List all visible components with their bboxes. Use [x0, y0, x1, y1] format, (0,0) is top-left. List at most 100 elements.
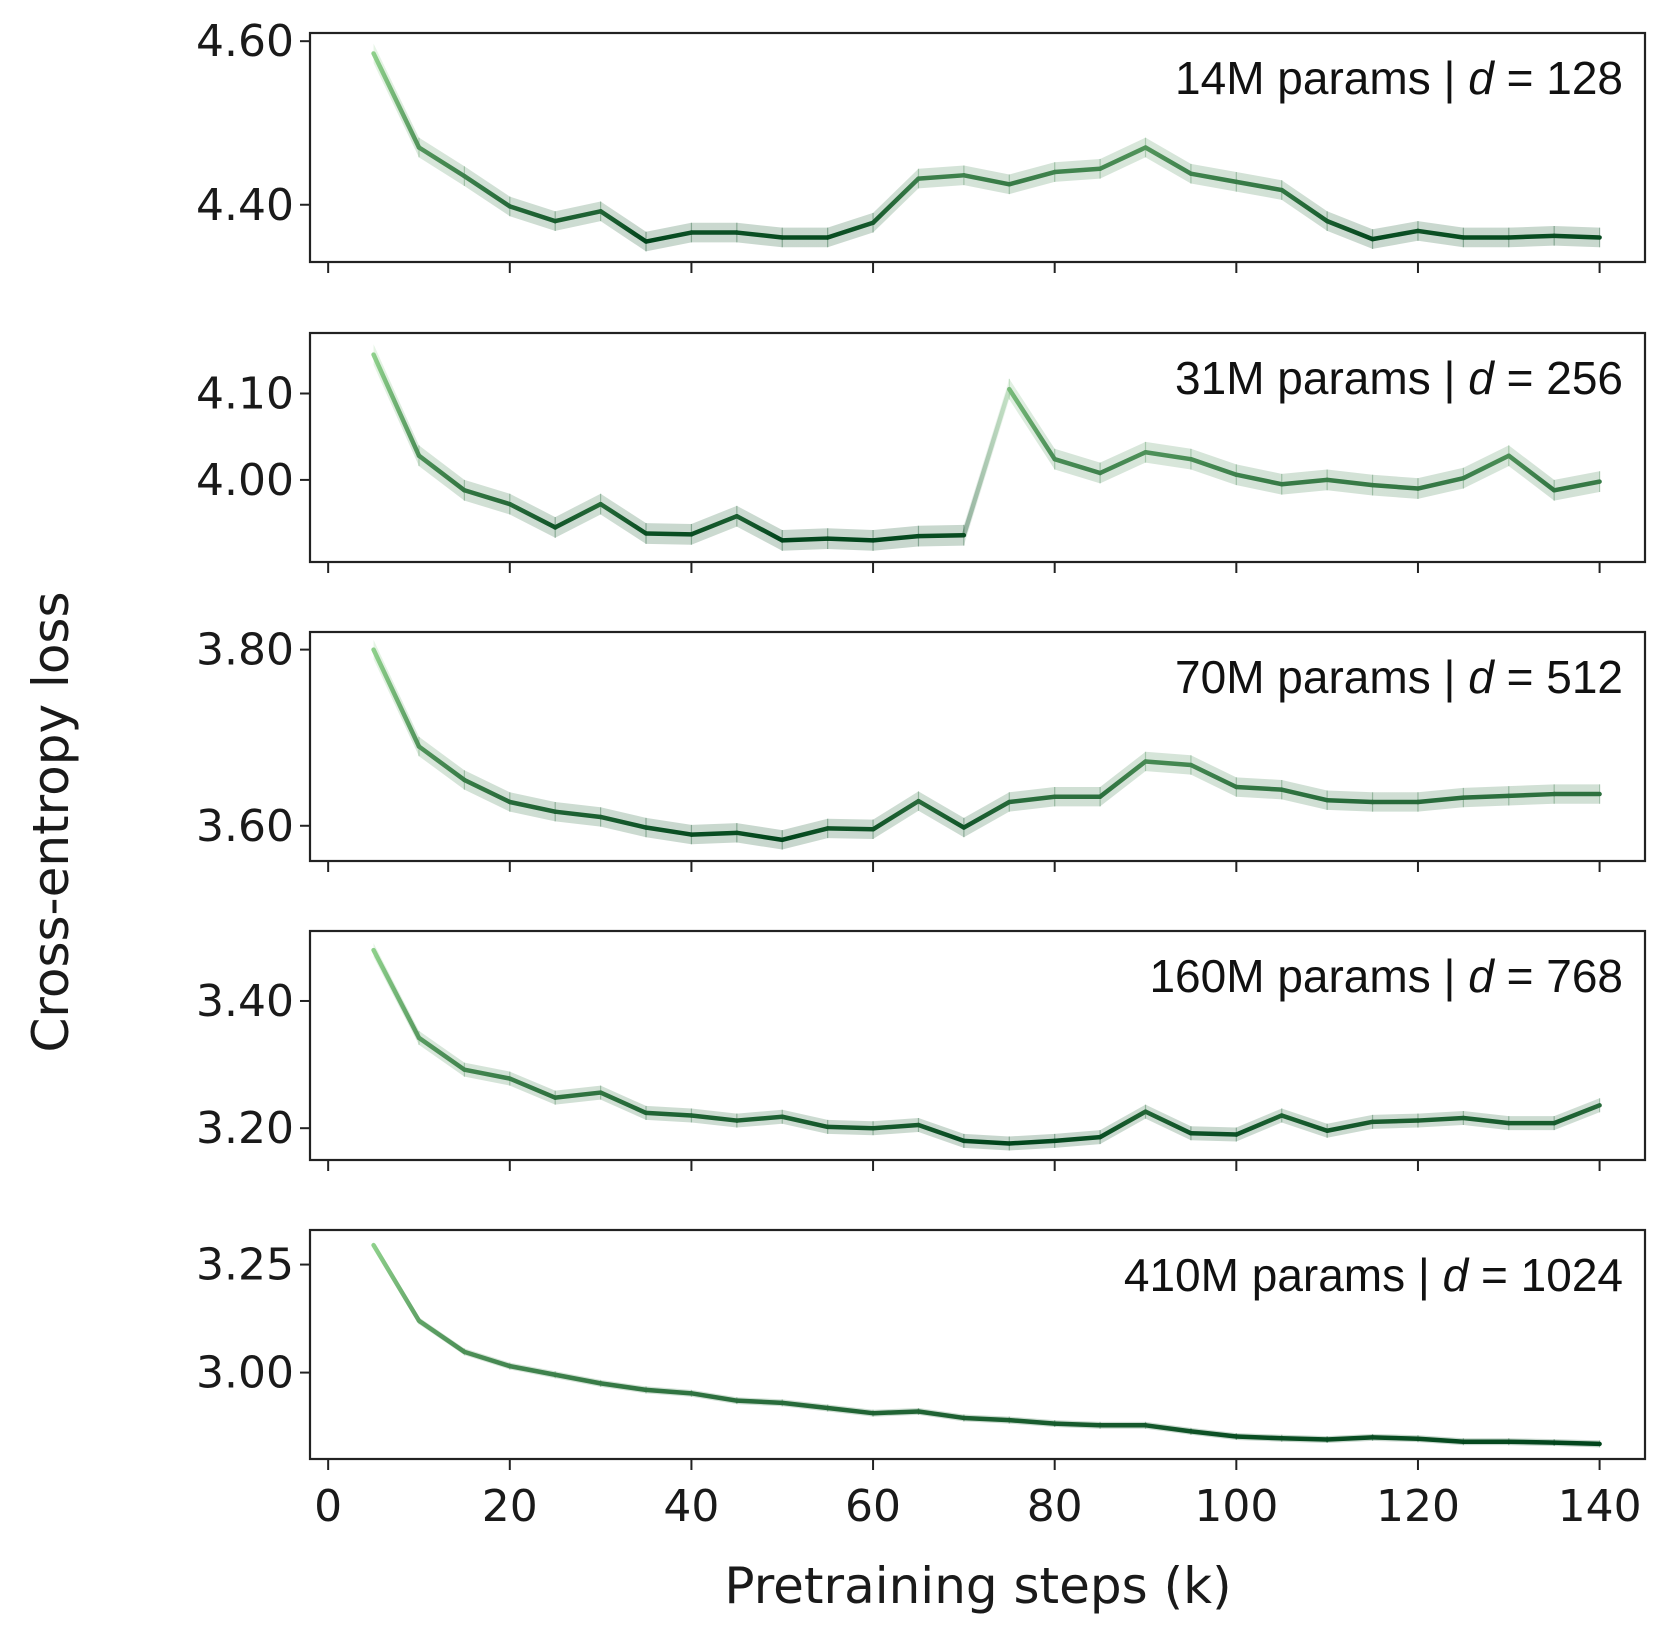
line-segment [870, 1409, 921, 1416]
panel-label-tail: = 256 [1494, 352, 1623, 404]
line-segment [1506, 453, 1557, 493]
y-tick-label: 3.00 [196, 1348, 294, 1399]
panel-label: 160M params | d = 768 [1149, 950, 1623, 1002]
line-segment [371, 647, 422, 749]
line-segment [1324, 477, 1375, 488]
line-segment [1007, 1417, 1057, 1426]
line-segment [416, 453, 467, 493]
line-segment [1234, 1113, 1284, 1137]
panel-label-var: d [1468, 52, 1495, 104]
y-tick-label: 3.40 [196, 976, 294, 1027]
panel-label-var: d [1468, 352, 1495, 404]
line-segment [643, 825, 694, 837]
line-segment [1097, 759, 1148, 799]
line-segment [1007, 1138, 1057, 1146]
panel-label-var: d [1443, 1249, 1470, 1301]
panel-label: 14M params | d = 128 [1175, 52, 1623, 104]
line-segment [916, 173, 967, 181]
line-segment [1097, 1109, 1148, 1140]
line-segment [916, 532, 967, 539]
panel-label-main: 70M params | [1175, 651, 1468, 703]
line-segment [1551, 479, 1602, 493]
line-segment [1415, 475, 1466, 491]
line-segment [462, 777, 513, 805]
line-segment [1052, 166, 1103, 175]
x-tick-label: 120 [1376, 1481, 1460, 1532]
line-segment [1279, 477, 1330, 487]
x-tick-label: 0 [314, 1481, 342, 1532]
x-tick-label: 140 [1558, 1481, 1642, 1532]
line-segment [689, 1113, 740, 1123]
panel-2: 4.00 4.10 31M params | d = 256 [196, 331, 1647, 573]
line-segment [1007, 794, 1057, 805]
line-segment [916, 1122, 967, 1144]
y-tick-label: 4.40 [196, 180, 294, 231]
line-segment [870, 176, 921, 225]
y-tick-label: 4.00 [196, 455, 294, 506]
loss-series [371, 947, 1602, 1151]
line-segment [689, 513, 740, 537]
line-segment [1007, 386, 1057, 462]
line-segment [734, 230, 785, 240]
line-segment [961, 799, 1012, 830]
line-segment [1234, 472, 1284, 487]
line-segment [598, 814, 649, 830]
line-segment [1415, 1436, 1466, 1444]
line-segment [1188, 1429, 1239, 1439]
plot-frame [308, 630, 1647, 863]
line-segment [961, 1415, 1012, 1423]
line-segment [552, 809, 603, 820]
line-segment [1415, 1115, 1466, 1123]
line-segment [779, 536, 830, 543]
line-segment [961, 386, 1012, 538]
line-segment [779, 1114, 830, 1130]
line-segment [507, 1076, 558, 1100]
panel-label: 70M params | d = 512 [1175, 651, 1623, 703]
loss-series [371, 647, 1602, 850]
line-segment [870, 1122, 921, 1131]
line-segment [598, 501, 649, 536]
line-segment [1461, 1115, 1512, 1126]
panel-label-tail: = 768 [1494, 950, 1623, 1002]
line-segment [1234, 179, 1284, 193]
panel-4: 3.20 3.40 160M params | d = 768 [196, 929, 1647, 1171]
line-segment [552, 209, 603, 224]
line-segment [643, 1110, 694, 1118]
line-segment [734, 830, 785, 843]
line-segment [825, 220, 876, 240]
line-segment [1551, 1103, 1602, 1126]
line-segment [1188, 171, 1239, 185]
panel-5: 3.00 3.25 0 20 40 60 80 100 120 140 410M params | … [196, 1228, 1647, 1532]
line-segment [552, 1090, 603, 1100]
line-segment [1324, 797, 1375, 805]
y-tick-label: 3.80 [196, 625, 294, 676]
y-tick-label: 3.25 [196, 1240, 294, 1291]
line-segment [1279, 187, 1330, 224]
line-segment [1415, 228, 1466, 240]
x-tick-label: 80 [1027, 1481, 1083, 1532]
y-tick-label: 4.60 [196, 16, 294, 67]
line-segment [1188, 762, 1239, 790]
line-segment [1370, 1435, 1421, 1441]
panel-3: 3.60 3.80 70M params | d = 512 [196, 625, 1647, 872]
line-segment [1506, 1439, 1557, 1445]
line-segment [416, 1318, 467, 1355]
line-segment [734, 1114, 785, 1123]
panel-label-tail: = 128 [1494, 52, 1623, 104]
line-segment [734, 513, 785, 543]
line-segment [416, 1035, 467, 1072]
line-segment [1279, 1113, 1330, 1133]
y-tick-label: 3.20 [196, 1103, 294, 1154]
line-segment [1052, 456, 1103, 476]
x-tick-label: 100 [1194, 1481, 1278, 1532]
line-segment [1461, 793, 1512, 800]
line-segment [916, 1409, 967, 1421]
y-tick-label: 3.60 [196, 801, 294, 852]
panel-label: 410M params | d = 1024 [1124, 1249, 1623, 1301]
x-axis-title: Pretraining steps (k) [724, 1557, 1231, 1615]
line-segment [1324, 218, 1375, 242]
line-segment [598, 209, 649, 244]
line-segment [507, 799, 558, 814]
line-segment [1007, 169, 1057, 187]
